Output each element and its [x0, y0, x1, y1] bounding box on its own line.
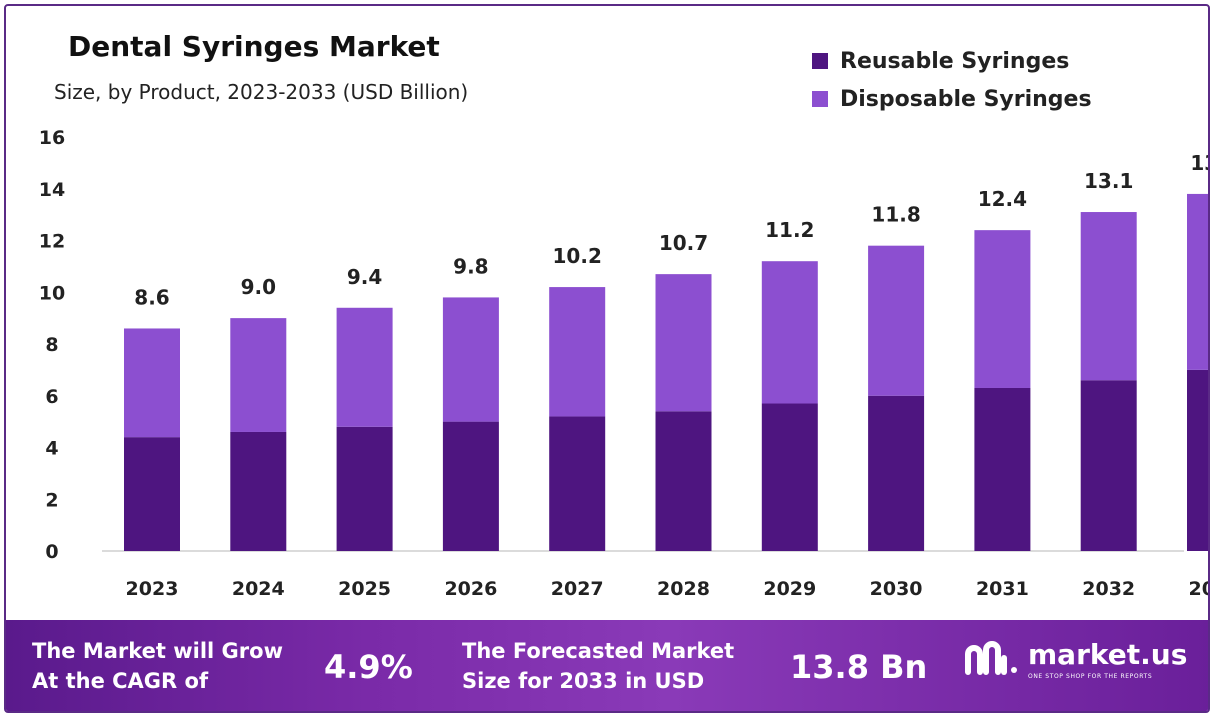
bar-disposable: [868, 245, 925, 396]
bar-disposable: [655, 274, 712, 412]
chart-subtitle: Size, by Product, 2023-2033 (USD Billion…: [54, 80, 469, 104]
bar-disposable: [974, 230, 1031, 388]
bar-disposable: [1080, 212, 1137, 381]
chart-frame: Dental Syringes Market Size, by Product,…: [4, 4, 1210, 713]
bar-disposable: [124, 328, 180, 438]
y-tick-label: 14: [39, 179, 65, 201]
x-tick-label: 2029: [763, 578, 816, 600]
cagr-label-line2: At the CAGR of: [32, 669, 209, 693]
y-tick-label: 2: [45, 489, 58, 511]
bar-reusable: [1080, 380, 1137, 551]
y-tick-label: 16: [39, 127, 65, 149]
data-label-total: 10.2: [553, 244, 602, 268]
logo-tagline: ONE STOP SHOP FOR THE REPORTS: [1028, 672, 1153, 680]
bar-reusable: [761, 403, 818, 551]
cagr-label-line1: The Market will Grow: [32, 639, 283, 663]
data-label-total: 9.4: [347, 265, 382, 289]
bar-chart: 0 2 4 6 8 10 12 14 16 8.6 2023 9.0 2024 9.4 2025 9.8 202…: [39, 127, 1210, 600]
legend-swatch-reusable: [812, 53, 828, 69]
forecast-label-line2: Size for 2033 in USD: [462, 669, 705, 693]
y-tick-label: 6: [45, 386, 58, 408]
x-tick-label: 2028: [657, 578, 710, 600]
legend-swatch-disposable: [812, 91, 828, 107]
data-label-total: 11.2: [765, 218, 814, 242]
data-label-total: 13.8: [1190, 151, 1210, 175]
data-label-total: 10.7: [659, 231, 708, 255]
cagr-value: 4.9%: [324, 648, 413, 686]
legend: Reusable Syringes Disposable Syringes: [812, 42, 1092, 118]
legend-label-reusable: Reusable Syringes: [840, 48, 1070, 74]
y-tick-label: 10: [39, 282, 65, 304]
bar-disposable: [549, 287, 606, 417]
forecast-value: 13.8 Bn: [790, 648, 928, 686]
bar-disposable: [336, 307, 393, 427]
bar-reusable: [868, 395, 925, 551]
logo-mark-icon: [965, 641, 1017, 675]
legend-item-reusable: Reusable Syringes: [812, 42, 1092, 80]
y-tick-label: 8: [45, 334, 58, 356]
bar-reusable: [442, 421, 499, 551]
bar-disposable: [442, 297, 499, 422]
footer-banner: The Market will Grow At the CAGR of 4.9%…: [6, 620, 1208, 711]
x-tick-label: 2025: [338, 578, 391, 600]
bar-disposable: [230, 318, 287, 432]
forecast-label-line1: The Forecasted Market: [462, 639, 735, 663]
x-tick-label: 2023: [126, 578, 179, 600]
bar-reusable: [655, 411, 712, 551]
data-label-total: 11.8: [871, 203, 920, 227]
y-tick-label: 4: [45, 438, 58, 460]
data-label-total: 13.1: [1084, 169, 1133, 193]
legend-item-disposable: Disposable Syringes: [812, 80, 1092, 118]
x-tick-label: 2031: [976, 578, 1029, 600]
bar-disposable: [761, 261, 818, 404]
data-label-total: 12.4: [978, 187, 1027, 211]
legend-label-disposable: Disposable Syringes: [840, 86, 1092, 112]
x-tick-label: 2027: [551, 578, 604, 600]
bar-reusable: [974, 387, 1031, 551]
chart-title: Dental Syringes Market: [68, 30, 440, 63]
x-tick-label: 2032: [1082, 578, 1135, 600]
bar-reusable: [336, 426, 393, 551]
bar-reusable: [124, 437, 180, 551]
x-tick-label: 2024: [232, 578, 285, 600]
y-tick-label: 12: [39, 231, 65, 253]
y-tick-label: 0: [45, 541, 58, 563]
bar-disposable: [1187, 193, 1208, 370]
forecast-label: The Forecasted Market Size for 2033 in U…: [462, 636, 734, 696]
x-tick-label: 2026: [444, 578, 497, 600]
data-label-total: 9.8: [453, 254, 488, 278]
bar-reusable: [230, 431, 287, 551]
logo-text: market.us: [1028, 637, 1188, 671]
bar-reusable: [549, 416, 606, 551]
x-tick-label: 2030: [870, 578, 923, 600]
data-label-total: 8.6: [134, 285, 169, 309]
market-us-logo[interactable]: market.us ONE STOP SHOP FOR THE REPORTS: [964, 640, 1187, 680]
bar-reusable: [1187, 369, 1208, 551]
cagr-label: The Market will Grow At the CAGR of: [32, 636, 283, 696]
data-label-total: 9.0: [241, 275, 276, 299]
x-tick-label: 2033: [1189, 578, 1210, 600]
